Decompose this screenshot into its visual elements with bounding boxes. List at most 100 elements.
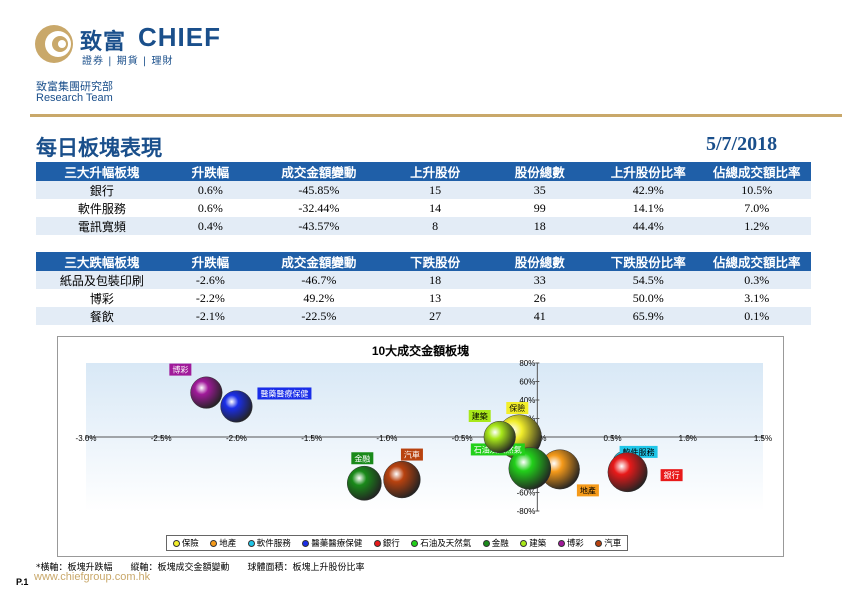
x-tick-label: -2.5% — [151, 434, 172, 443]
column-header: 升跌幅 — [167, 162, 253, 181]
legend-label: 醫藥醫療保健 — [311, 539, 363, 549]
x-tick-label: 1.0% — [679, 434, 697, 443]
table-cell: 14.1% — [594, 199, 703, 217]
table-cell: 15 — [384, 181, 486, 199]
legend-dot — [172, 539, 180, 547]
table-cell: 49.2% — [253, 289, 385, 307]
table-cell: 0.3% — [702, 271, 811, 289]
x-tick-label: 1.5% — [754, 434, 772, 443]
chart-title: 10大成交金額板塊 — [371, 344, 470, 358]
x-tick-label: -1.0% — [376, 434, 397, 443]
table-cell: 99 — [485, 199, 594, 217]
table-cell: -22.5% — [253, 307, 385, 325]
chart-legend: 保險 地產 軟件服務 醫藥醫療保健 銀行 石油及天然氣 金融 建築 博彩 汽車 — [166, 535, 628, 551]
table-cell: 65.9% — [594, 307, 703, 325]
legend-dot — [247, 539, 255, 547]
table-cell: 銀行 — [36, 181, 168, 199]
logo-cn-text: 致富 — [80, 30, 127, 55]
x-tick-label: -0.5% — [452, 434, 473, 443]
table-cell: 餐飲 — [36, 307, 168, 325]
legend-label: 石油及天然氣 — [420, 539, 472, 549]
table-cell: -43.57% — [253, 217, 385, 235]
department-en: Research Team — [36, 92, 113, 104]
column-header: 三大升幅板塊 — [36, 162, 168, 181]
bubble-label: 建築 — [472, 411, 488, 421]
page-title: 每日板塊表現 — [36, 136, 162, 160]
page-number: P.1 — [16, 577, 29, 587]
column-header: 三大跌幅板塊 — [36, 252, 168, 271]
table-cell: 41 — [485, 307, 594, 325]
footnote: *橫軸：板塊升跌幅 縱軸：板塊成交金額變動 球體面積：板塊上升股份比率 — [36, 563, 365, 573]
legend-dot — [373, 539, 381, 547]
legend-label: 汽車 — [604, 539, 622, 549]
table-cell: 紙品及包裝印刷 — [36, 271, 168, 289]
bubble-label-bg — [506, 402, 529, 414]
table-cell: 18 — [384, 271, 486, 289]
bubble-chart-svg: -3.0%-2.5%-2.0%-1.5%-1.0%-0.5%0.0%0.5%1.… — [76, 359, 773, 516]
table-cell: 0.6% — [167, 199, 253, 217]
table-cell: -2.1% — [167, 307, 253, 325]
bubble-chart: -3.0%-2.5%-2.0%-1.5%-1.0%-0.5%0.0%0.5%1.… — [57, 336, 784, 557]
table-row: 電訊寬頻 0.4% -43.57% 8 18 44.4% 1.2% — [36, 217, 811, 235]
legend-dot — [302, 539, 310, 547]
column-header: 下跌股份比率 — [594, 252, 703, 271]
table-cell: 10.5% — [702, 181, 811, 199]
table-cell: 軟件服務 — [36, 199, 168, 217]
bubble-label-bg — [257, 387, 312, 400]
legend-label: 建築 — [529, 539, 547, 549]
bubble-label: 軟件服務 — [623, 447, 655, 457]
x-tick-label: -3.0% — [76, 434, 97, 443]
legend-item: 保險 — [172, 537, 199, 549]
bottom-sectors-table: 三大跌幅板塊 升跌幅 成交金額變動 下跌股份 股份總數 下跌股份比率 佔總成交額… — [36, 252, 811, 325]
y-tick-label: -60% — [517, 489, 536, 498]
x-tick-label: -1.5% — [301, 434, 322, 443]
table-cell: -45.85% — [253, 181, 385, 199]
header-divider — [30, 114, 842, 117]
footer-url: www.chiefgroup.com.hk — [34, 571, 151, 583]
column-header: 成交金額變動 — [253, 162, 385, 181]
legend-dot — [557, 539, 565, 547]
column-header: 升跌幅 — [167, 252, 253, 271]
bubble-10 — [383, 460, 421, 499]
table-row: 博彩 -2.2% 49.2% 13 26 50.0% 3.1% — [36, 289, 811, 307]
legend-item: 汽車 — [595, 537, 621, 549]
bubble-6 — [508, 447, 552, 490]
y-tick-label: 80% — [519, 359, 535, 368]
table-cell: 13 — [384, 289, 486, 307]
bubble-label: 銀行 — [664, 470, 680, 480]
table-cell: 電訊寬頻 — [36, 217, 168, 235]
legend-item: 地產 — [210, 537, 236, 549]
legend-label: 地產 — [219, 539, 237, 549]
bubble-label: 地產 — [580, 485, 596, 495]
bubble-label: 汽車 — [404, 450, 420, 460]
y-tick-label: 40% — [519, 396, 535, 405]
column-header: 上升股份 — [384, 162, 486, 181]
bubble-label-bg — [576, 484, 599, 497]
table-cell: 0.1% — [702, 307, 811, 325]
table-row: 軟件服務 0.6% -32.44% 14 99 14.1% 7.0% — [36, 199, 811, 217]
table-cell: 44.4% — [594, 217, 703, 235]
column-header: 股份總數 — [485, 252, 594, 271]
y-tick-label: -80% — [517, 507, 536, 516]
legend-label: 金融 — [491, 539, 509, 549]
bubble-label: 博彩 — [172, 365, 188, 375]
table-cell: 18 — [485, 217, 594, 235]
bubble-label-bg — [468, 410, 491, 422]
bubble-label: 保險 — [509, 403, 525, 413]
bubble-label-bg — [169, 363, 192, 376]
table-cell: 1.2% — [702, 217, 811, 235]
legend-label: 軟件服務 — [256, 539, 291, 549]
column-header: 成交金額變動 — [253, 252, 385, 271]
chief-logo-icon — [35, 25, 73, 63]
table-cell: 35 — [485, 181, 594, 199]
column-header: 股份總數 — [485, 162, 594, 181]
legend-dot — [520, 539, 528, 547]
legend-item: 金融 — [482, 537, 509, 549]
legend-label: 保險 — [181, 539, 199, 549]
table-cell: -32.44% — [253, 199, 385, 217]
x-tick-label: 0.5% — [603, 434, 621, 443]
table-cell: -2.2% — [167, 289, 253, 307]
legend-item: 石油及天然氣 — [411, 537, 471, 549]
table-cell: 27 — [384, 307, 486, 325]
legend-label: 博彩 — [566, 539, 584, 549]
